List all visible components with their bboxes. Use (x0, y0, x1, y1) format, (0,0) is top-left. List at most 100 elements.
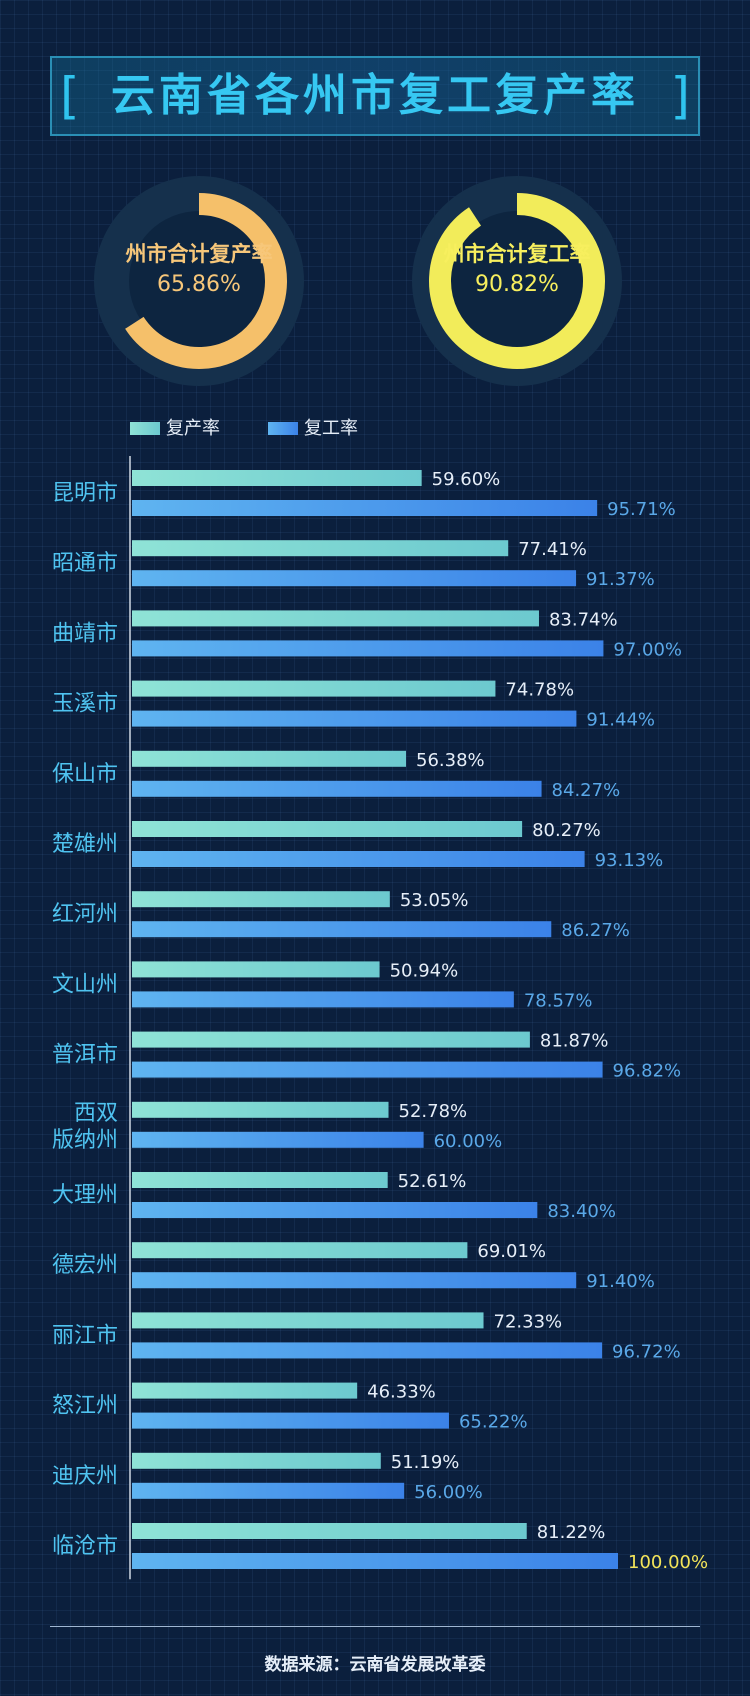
data-label-work: 65.22% (459, 1412, 528, 1433)
bar-production (132, 1172, 388, 1188)
bar-work (132, 921, 552, 938)
legend-label-production: 复产率 (166, 418, 220, 439)
category-label: 临沧市 (52, 1534, 118, 1559)
data-label-production: 56.38% (416, 750, 485, 771)
work-rate-donut: 州市合计复工率 90.82% (412, 176, 622, 386)
data-label-work: 95.71% (607, 499, 676, 520)
data-label-production: 74.78% (505, 680, 574, 701)
left-bracket-decoration: [ (60, 67, 80, 125)
data-label-work: 78.57% (524, 990, 593, 1011)
page-title: 云南省各州市复工复产率 (111, 70, 639, 121)
production-rate-value: 65.86% (157, 272, 241, 297)
title-banner: [ 云南省各州市复工复产率 ] (50, 56, 700, 136)
bar-production (132, 1452, 381, 1469)
legend-label-work: 复工率 (304, 418, 358, 439)
category-label: 大理州 (52, 1183, 118, 1208)
data-label-production: 51.19% (391, 1452, 460, 1473)
bar-work (132, 1553, 618, 1569)
bar-work (132, 570, 577, 587)
bar-production (132, 961, 380, 978)
data-label-work: 60.00% (434, 1131, 503, 1152)
data-label-production: 46.33% (367, 1382, 436, 1403)
category-label-line: 版纳州 (52, 1128, 118, 1153)
data-label-production: 77.41% (518, 539, 587, 560)
bar-production (132, 470, 422, 486)
data-label-production: 72.33% (494, 1311, 563, 1332)
data-label-work: 100.00% (628, 1552, 708, 1573)
bar-work (132, 640, 604, 657)
bar-work (132, 1272, 577, 1289)
category-label: 保山市 (52, 762, 118, 787)
category-label: 文山州 (52, 972, 118, 997)
data-label-production: 50.94% (390, 960, 459, 981)
bar-production (132, 1242, 468, 1259)
data-label-work: 91.40% (586, 1271, 655, 1292)
bar-work (132, 991, 514, 1008)
bar-work (132, 1412, 449, 1429)
donut-arc (429, 193, 605, 369)
data-label-work: 96.82% (613, 1061, 682, 1082)
data-label-work: 91.44% (586, 710, 655, 731)
bar-work (132, 1131, 424, 1148)
data-label-work: 96.72% (612, 1341, 681, 1362)
data-source: 数据来源：云南省发展改革委 (264, 1655, 486, 1675)
bar-work (132, 1202, 538, 1218)
bar-production (132, 1312, 484, 1329)
data-label-work: 97.00% (613, 639, 682, 660)
bar-production (132, 1101, 389, 1118)
bar-work (132, 1482, 405, 1499)
bar-work (132, 1342, 603, 1359)
data-label-work: 91.37% (586, 569, 655, 590)
work-rate-label: 州市合计复工率 (443, 242, 591, 266)
bar-production (132, 610, 539, 627)
data-label-production: 53.05% (400, 890, 469, 911)
bar-production (132, 1382, 358, 1399)
donut-arc (125, 193, 287, 369)
bar-production (132, 821, 523, 837)
bar-production (132, 1523, 527, 1539)
category-label: 怒江州 (52, 1394, 118, 1419)
data-label-work: 84.27% (552, 780, 621, 801)
data-label-production: 52.61% (398, 1171, 467, 1192)
bar-work (132, 710, 577, 727)
category-label: 丽江市 (52, 1323, 118, 1348)
data-label-work: 83.40% (547, 1201, 616, 1222)
category-label: 德宏州 (52, 1253, 118, 1278)
footer-divider (50, 1626, 700, 1627)
category-label: 迪庆州 (52, 1464, 118, 1489)
data-label-production: 69.01% (477, 1241, 546, 1262)
bar-work (132, 1061, 603, 1078)
bar-work (132, 500, 598, 516)
bar-production (132, 891, 390, 908)
category-label-line: 西双 (74, 1101, 118, 1126)
category-label: 楚雄州 (52, 832, 118, 857)
work-rate-donut-ring (412, 176, 622, 386)
data-label-work: 86.27% (561, 920, 630, 941)
bar-production (132, 680, 496, 697)
production-rate-donut-ring (94, 176, 304, 386)
data-label-production: 59.60% (432, 469, 501, 490)
data-label-production: 81.22% (537, 1522, 606, 1543)
data-label-production: 52.78% (399, 1101, 468, 1122)
data-label-production: 80.27% (532, 820, 601, 841)
data-label-work: 56.00% (414, 1482, 483, 1503)
right-bracket-decoration: ] (670, 67, 690, 125)
category-label: 玉溪市 (52, 692, 118, 717)
legend-swatch-production (130, 422, 160, 435)
bar-production (132, 750, 407, 767)
bar-work (132, 851, 585, 867)
category-label: 昭通市 (52, 551, 118, 576)
production-rate-label: 州市合计复产率 (125, 242, 273, 266)
data-label-work: 93.13% (595, 850, 664, 871)
data-label-production: 81.87% (540, 1031, 609, 1052)
category-label: 昆明市 (52, 481, 118, 506)
category-label: 普洱市 (52, 1043, 118, 1068)
data-label-production: 83.74% (549, 609, 618, 630)
legend-swatch-work (268, 422, 298, 435)
category-label: 西双版纳州 (52, 1101, 118, 1153)
bar-production (132, 540, 509, 557)
category-label: 红河州 (52, 902, 118, 927)
bar-work (132, 780, 542, 797)
bar-chart: 昆明市 59.60% 95.71% 昭通市 77.41% 91.37% 曲靖市 83.74% 9… (52, 456, 708, 1580)
work-rate-value: 90.82% (475, 272, 559, 297)
